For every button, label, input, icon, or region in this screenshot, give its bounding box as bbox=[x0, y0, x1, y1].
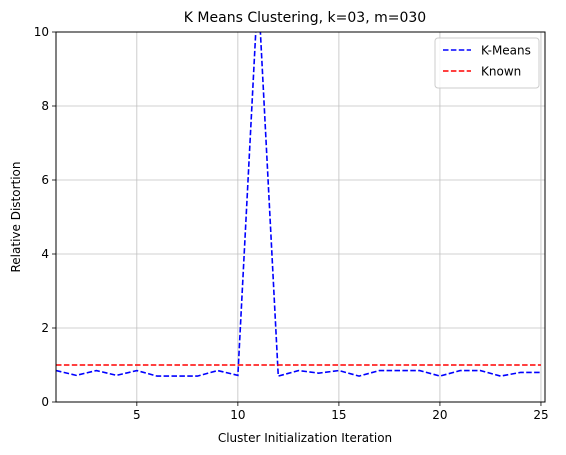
y-tick-label: 0 bbox=[41, 395, 49, 409]
x-tick-label: 20 bbox=[432, 408, 447, 422]
y-tick-label: 6 bbox=[41, 173, 49, 187]
ticks: 5 10 15 20 25 0 2 4 6 8 10 bbox=[34, 25, 549, 422]
legend: K-Means Known bbox=[434, 37, 540, 89]
y-tick-label: 10 bbox=[34, 25, 49, 39]
legend-label: Known bbox=[481, 65, 521, 79]
x-tick-label: 25 bbox=[533, 408, 548, 422]
x-tick-label: 5 bbox=[133, 408, 141, 422]
y-axis-label: Relative Distortion bbox=[9, 162, 23, 273]
series-layer bbox=[56, 32, 541, 378]
chart-title: K Means Clustering, k=03, m=030 bbox=[184, 10, 426, 26]
y-tick-label: 8 bbox=[41, 99, 49, 113]
legend-label: K-Means bbox=[481, 44, 531, 58]
x-tick-label: 15 bbox=[331, 408, 346, 422]
plot-frame bbox=[55, 31, 546, 403]
series-line-k-means bbox=[56, 32, 541, 378]
y-tick-label: 2 bbox=[41, 321, 49, 335]
x-tick-label: 10 bbox=[230, 408, 245, 422]
y-tick-label: 4 bbox=[41, 247, 49, 261]
x-axis-label: Cluster Initialization Iteration bbox=[218, 431, 392, 445]
